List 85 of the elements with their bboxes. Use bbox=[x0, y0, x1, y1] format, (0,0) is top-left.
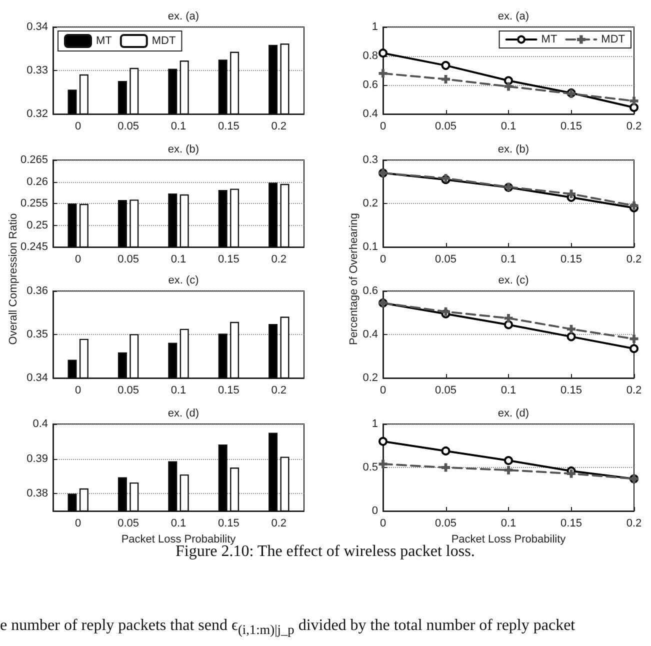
x-tick-label: 0 bbox=[380, 254, 386, 266]
x-tick-label: 0.2 bbox=[271, 120, 287, 132]
x-tick-label: 0.15 bbox=[560, 120, 582, 132]
y-axis-title: Percentage of Overhearing bbox=[348, 212, 360, 346]
chart-title: ex. (b) bbox=[498, 144, 530, 156]
y-tick-label: 0.5 bbox=[362, 462, 378, 474]
text: e number of reply packets that send ϵ$_{(i,1:m)|j_p}$ divided by the total number of reply packet bbox=[0, 617, 576, 638]
y-tick-label: 0.38 bbox=[26, 488, 48, 500]
y-tick-label: 0.265 bbox=[20, 154, 48, 166]
y-tick-label: 0.26 bbox=[26, 176, 48, 188]
y-tick-label: 0.4 bbox=[362, 108, 378, 120]
y-tick-label: 0.32 bbox=[26, 108, 48, 120]
y-tick-label: 0.4 bbox=[32, 418, 48, 430]
x-tick-label: 0 bbox=[75, 518, 82, 530]
y-tick-label: 0 bbox=[372, 505, 378, 517]
legend-label: MDT bbox=[601, 34, 626, 46]
x-tick-label: 0.15 bbox=[560, 518, 582, 530]
x-tick-label: 0 bbox=[380, 384, 386, 396]
x-tick-label: 0 bbox=[75, 120, 82, 132]
y-axis-title: Overall Compression Ratio bbox=[7, 213, 20, 345]
x-tick-label: 0.1 bbox=[170, 254, 186, 266]
x-tick-label: 0.15 bbox=[560, 254, 582, 266]
chart-title: ex. (d) bbox=[168, 408, 200, 420]
y-tick-label: 0.2 bbox=[362, 372, 378, 384]
x-tick-label: 0.15 bbox=[218, 384, 240, 396]
x-tick-label: 0.05 bbox=[435, 120, 456, 132]
y-tick-label: 0.6 bbox=[362, 79, 378, 91]
y-tick-label: 0.6 bbox=[362, 285, 378, 297]
chart-title: ex. (c) bbox=[168, 274, 199, 286]
x-tick-label: 0.1 bbox=[170, 518, 186, 530]
x-tick-label: 0.1 bbox=[500, 384, 516, 396]
chart-title: ex. (a) bbox=[168, 10, 200, 22]
x-tick-label: 0.05 bbox=[118, 254, 140, 266]
y-tick-label: 0.4 bbox=[362, 328, 378, 340]
x-tick-label: 0.1 bbox=[500, 120, 516, 132]
x-tick-label: 0.2 bbox=[271, 384, 287, 396]
x-tick-label: 0.15 bbox=[218, 120, 240, 132]
x-tick-label: 0.1 bbox=[170, 384, 186, 396]
chart-title: ex. (d) bbox=[498, 408, 530, 420]
y-tick-label: 1 bbox=[372, 418, 378, 430]
x-tick-label: 0.15 bbox=[218, 254, 240, 266]
x-tick-label: 0.05 bbox=[118, 518, 140, 530]
y-tick-label: 1 bbox=[372, 21, 378, 33]
chart-title: ex. (c) bbox=[498, 274, 529, 286]
y-tick-label: 0.33 bbox=[26, 64, 48, 76]
chart-title: ex. (a) bbox=[498, 10, 530, 22]
y-tick-label: 0.39 bbox=[26, 452, 48, 465]
x-tick-label: 0.05 bbox=[118, 120, 140, 132]
y-tick-label: 0.245 bbox=[20, 241, 48, 253]
x-tick-label: 0 bbox=[380, 120, 386, 132]
y-tick-label: 0.25 bbox=[26, 219, 48, 232]
x-tick-label: 0.05 bbox=[118, 384, 140, 396]
chart-title: ex. (b) bbox=[168, 144, 200, 156]
x-tick-label: 0.2 bbox=[626, 120, 642, 132]
x-axis-title: Packet Loss Probability bbox=[121, 533, 236, 546]
y-tick-label: 0.1 bbox=[362, 241, 378, 253]
y-tick-label: 0.35 bbox=[26, 328, 48, 340]
y-tick-label: 0.34 bbox=[26, 372, 48, 384]
legend-label: MT bbox=[96, 35, 112, 47]
x-tick-label: 0.1 bbox=[170, 120, 186, 132]
y-tick-label: 0.34 bbox=[26, 21, 48, 33]
y-tick-label: 0.255 bbox=[20, 198, 48, 210]
y-tick-label: 0.8 bbox=[362, 50, 378, 62]
legend-label: MT bbox=[541, 34, 558, 46]
x-tick-label: 0.05 bbox=[435, 384, 456, 396]
y-tick-label: 0.36 bbox=[26, 285, 48, 297]
x-tick-label: 0 bbox=[75, 384, 82, 396]
x-tick-label: 0.1 bbox=[500, 518, 516, 530]
x-tick-label: 0.15 bbox=[218, 518, 240, 530]
x-tick-label: 0 bbox=[380, 518, 386, 530]
x-axis-title: Packet Loss Probability bbox=[451, 533, 566, 546]
x-tick-label: 0.05 bbox=[435, 518, 456, 530]
legend-label: MDT bbox=[152, 35, 176, 47]
y-tick-label: 0.3 bbox=[362, 154, 378, 166]
y-tick-label: 0.2 bbox=[362, 198, 378, 210]
caption: Figure 2.10: The effect of wireless packet loss. bbox=[176, 543, 475, 561]
x-tick-label: 0 bbox=[75, 254, 82, 266]
x-tick-label: 0.2 bbox=[271, 254, 287, 266]
x-tick-label: 0.2 bbox=[271, 518, 287, 530]
x-tick-label: 0.1 bbox=[500, 254, 516, 266]
x-tick-label: 0.2 bbox=[626, 254, 642, 266]
x-tick-label: 0.2 bbox=[626, 518, 642, 530]
x-tick-label: 0.15 bbox=[560, 384, 582, 396]
x-tick-label: 0.05 bbox=[435, 254, 456, 266]
x-tick-label: 0.2 bbox=[626, 384, 642, 396]
